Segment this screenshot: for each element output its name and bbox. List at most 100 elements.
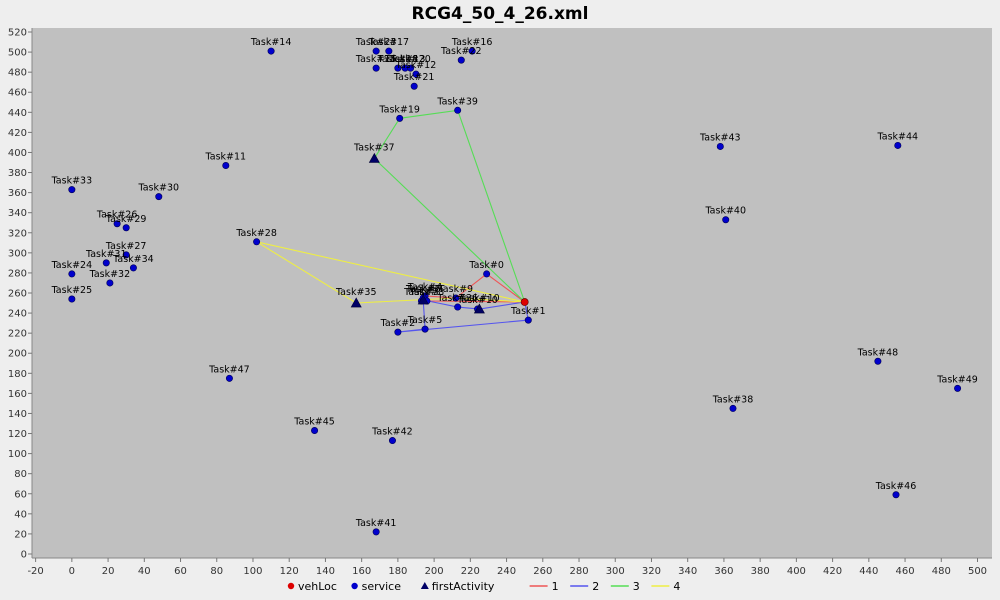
service-point bbox=[372, 47, 380, 55]
legend-service-swatch bbox=[351, 582, 358, 590]
first-activity-marker bbox=[417, 294, 429, 305]
service-point bbox=[874, 357, 882, 365]
service-point-label: Task#11 bbox=[205, 152, 247, 163]
service-point bbox=[311, 427, 319, 435]
axes: -20 0 20 40 60 80 100 120 140 160 180 200 220 240 260 2… bbox=[8, 28, 992, 577]
x-tick-label: 380 bbox=[751, 566, 770, 577]
x-tick-label: 120 bbox=[280, 566, 299, 577]
y-tick-label: 480 bbox=[8, 68, 27, 79]
service-point-label: Task#25 bbox=[51, 285, 93, 296]
y-tick-label: 240 bbox=[8, 309, 27, 320]
service-point bbox=[68, 295, 76, 303]
service-point-label: Task#16 bbox=[451, 37, 493, 48]
service-point-label: Task#45 bbox=[293, 417, 335, 428]
x-tick-label: 420 bbox=[823, 566, 842, 577]
y-tick-label: 440 bbox=[8, 108, 27, 119]
service-point bbox=[113, 220, 121, 228]
y-tick-label: 0 bbox=[21, 549, 27, 560]
y-tick-label: 60 bbox=[14, 489, 27, 500]
x-tick-label: 260 bbox=[533, 566, 552, 577]
service-point bbox=[716, 142, 724, 150]
service-point-label: Task#18 bbox=[377, 54, 419, 65]
y-tick-label: 280 bbox=[8, 268, 27, 279]
service-point bbox=[421, 325, 429, 333]
y-tick-label: 460 bbox=[8, 88, 27, 99]
service-point bbox=[68, 186, 76, 194]
service-point-label: Task#19 bbox=[378, 104, 420, 115]
service-point bbox=[385, 47, 393, 55]
service-point-label: Task#24 bbox=[51, 260, 93, 271]
y-tick-label: 200 bbox=[8, 349, 27, 360]
service-point bbox=[394, 64, 402, 72]
service-point bbox=[388, 437, 396, 445]
legend-vehLoc-swatch bbox=[287, 582, 295, 590]
service-point bbox=[68, 270, 76, 278]
y-tick-label: 120 bbox=[8, 429, 27, 440]
service-point-label: Task#30 bbox=[138, 183, 180, 194]
service-point-label: Task#12 bbox=[395, 60, 437, 71]
service-point-label: Task#43 bbox=[699, 132, 741, 143]
service-point-label: Task#47 bbox=[208, 364, 250, 375]
service-point-label: Task#4 bbox=[407, 282, 443, 293]
y-tick-label: 320 bbox=[8, 228, 27, 239]
first-activity-marker bbox=[473, 303, 485, 314]
legend: vehLoc service firstActivity 1 2 3 4 bbox=[287, 580, 680, 593]
service-point bbox=[894, 141, 902, 149]
x-tick-label: -20 bbox=[27, 566, 43, 577]
service-point-label: Task#7 bbox=[405, 284, 441, 295]
service-point bbox=[407, 64, 415, 72]
x-tick-label: 60 bbox=[174, 566, 187, 577]
service-point-label: Task#46 bbox=[875, 481, 917, 492]
service-point-label: Task#41 bbox=[355, 518, 397, 529]
service-point-label: Task#36 bbox=[436, 293, 478, 304]
x-tick-label: 140 bbox=[316, 566, 335, 577]
y-tick-label: 80 bbox=[14, 469, 27, 480]
service-point-label: Task#23 bbox=[355, 37, 397, 48]
service-point bbox=[394, 328, 402, 336]
service-point bbox=[454, 106, 462, 114]
legend-label: service bbox=[362, 580, 402, 593]
y-tick-label: 260 bbox=[8, 289, 27, 300]
service-point-label: Task#15 bbox=[355, 54, 397, 65]
service-point-label: Task#10 bbox=[456, 295, 498, 306]
x-tick-label: 40 bbox=[138, 566, 151, 577]
x-tick-label: 200 bbox=[425, 566, 444, 577]
x-tick-label: 500 bbox=[968, 566, 987, 577]
x-tick-label: 360 bbox=[714, 566, 733, 577]
first-activity-label: Task#10 bbox=[458, 293, 500, 304]
service-point bbox=[267, 47, 275, 55]
service-point bbox=[396, 114, 404, 122]
legend-label: 3 bbox=[633, 580, 640, 593]
y-tick-label: 340 bbox=[8, 208, 27, 219]
service-point-label: Task#26 bbox=[96, 210, 138, 221]
legend-label: 2 bbox=[592, 580, 599, 593]
x-tick-label: 280 bbox=[569, 566, 588, 577]
service-point-label: Task#14 bbox=[250, 37, 292, 48]
y-tick-label: 400 bbox=[8, 148, 27, 159]
vehicle-location-point bbox=[520, 298, 529, 306]
service-point bbox=[106, 279, 114, 287]
y-tick-label: 180 bbox=[8, 369, 27, 380]
legend-label: vehLoc bbox=[298, 580, 337, 593]
service-point-label: Task#28 bbox=[235, 228, 277, 239]
service-point bbox=[454, 303, 462, 311]
y-tick-label: 100 bbox=[8, 449, 27, 460]
service-point bbox=[457, 56, 465, 64]
first-activity-label: Task#6 bbox=[405, 284, 441, 295]
y-tick-label: 500 bbox=[8, 48, 27, 59]
x-tick-label: 340 bbox=[678, 566, 697, 577]
y-tick-label: 40 bbox=[14, 509, 27, 520]
first-activity-marker bbox=[350, 297, 362, 308]
legend-label: 4 bbox=[673, 580, 680, 593]
service-point-label: Task#31 bbox=[85, 249, 127, 260]
x-tick-label: 480 bbox=[932, 566, 951, 577]
legend-label: firstActivity bbox=[432, 580, 495, 593]
service-point bbox=[892, 491, 900, 499]
service-point-label: Task#27 bbox=[105, 241, 147, 252]
y-tick-label: 420 bbox=[8, 128, 27, 139]
service-point bbox=[483, 270, 491, 278]
first-activity-label: Task#35 bbox=[335, 287, 377, 298]
service-point bbox=[468, 47, 476, 55]
service-point-label: Task#44 bbox=[877, 131, 919, 142]
y-tick-label: 300 bbox=[8, 248, 27, 259]
